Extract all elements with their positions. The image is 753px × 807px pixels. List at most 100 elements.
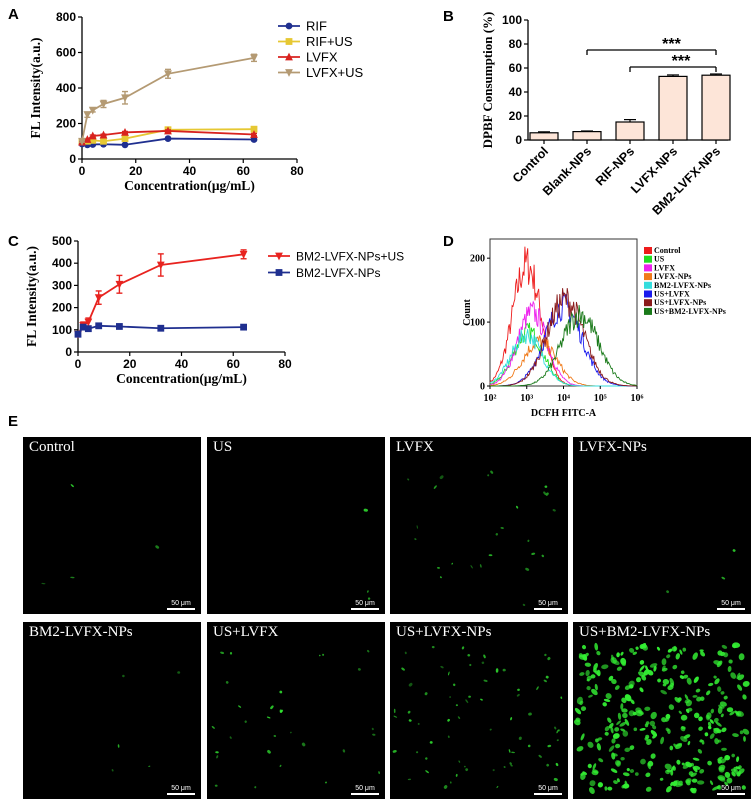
- fluorescent-cell: [699, 649, 704, 652]
- fluorescent-cell: [614, 685, 620, 690]
- fluorescent-cell: [728, 659, 733, 664]
- fluorescent-cell: [244, 720, 247, 723]
- fluorescent-cell: [717, 786, 722, 790]
- scale-bar-label: 50 μm: [721, 600, 741, 607]
- fluorescent-cell: [584, 662, 592, 667]
- fluorescent-cell: [594, 683, 598, 691]
- fluorescent-cell: [592, 769, 599, 774]
- data-point: [94, 294, 103, 303]
- fluorescent-cell: [612, 753, 618, 757]
- fluorescent-cell: [267, 749, 271, 754]
- fluorescent-cell: [714, 738, 719, 745]
- fluorescent-cell: [742, 680, 750, 687]
- data-point: [250, 130, 258, 138]
- fluorescent-cell: [424, 692, 428, 696]
- x-tick-label: 10⁵: [594, 393, 607, 404]
- fluorescent-cell: [229, 736, 232, 739]
- fluorescent-cell: [621, 708, 628, 713]
- fluorescent-cell: [177, 671, 181, 674]
- bar: [529, 132, 559, 141]
- fluorescent-cell: [587, 741, 594, 748]
- fluorescent-cell: [425, 770, 429, 774]
- fluorescent-cell: [447, 718, 450, 722]
- fluorescent-cell: [605, 693, 612, 700]
- fluorescent-cell: [735, 766, 741, 770]
- fluorescent-cell: [483, 654, 486, 659]
- fluorescent-cell: [495, 533, 499, 536]
- micrograph-label: LVFX-NPs: [579, 439, 647, 455]
- fluorescent-cell: [122, 674, 125, 678]
- data-point: [164, 135, 172, 142]
- fluorescent-cell: [639, 665, 645, 672]
- fluorescent-cell: [254, 786, 257, 789]
- fluorescent-cell: [452, 683, 456, 687]
- fluorescent-cell: [588, 787, 595, 794]
- scale-bar-line: [167, 608, 195, 610]
- bar: [615, 121, 645, 141]
- fluorescent-cell: [467, 654, 471, 657]
- fluorescence-signal: [111, 671, 181, 772]
- fluorescent-cell: [214, 784, 218, 787]
- histogram-control: [489, 246, 637, 387]
- fluorescent-cell: [724, 781, 729, 786]
- fluorescent-cell: [668, 704, 675, 710]
- fluorescent-cell: [661, 658, 667, 666]
- x-axis-label: Concentration(μg/mL): [116, 371, 247, 386]
- fluorescent-cell: [547, 744, 552, 748]
- scale-bar-line: [717, 608, 745, 610]
- fluorescent-cell: [366, 649, 370, 653]
- fluorescent-cell: [560, 696, 563, 699]
- fluorescent-cell: [739, 730, 744, 735]
- significance-label: ***: [672, 53, 691, 70]
- fluorescent-cell: [701, 739, 705, 745]
- fluorescent-cell: [510, 717, 513, 721]
- fluorescent-cell: [588, 694, 593, 698]
- fluorescent-cell: [407, 710, 411, 714]
- legend-item: US+LVFX-NPs: [644, 298, 706, 307]
- data-point: [250, 125, 258, 133]
- fluorescent-cell: [674, 697, 681, 703]
- fluorescent-cell: [363, 508, 368, 512]
- fluorescence-signal: [574, 642, 750, 794]
- y-tick-label: 400: [52, 256, 72, 270]
- y-tick-label: 300: [52, 278, 72, 292]
- fluorescent-cell: [220, 651, 225, 654]
- data-point: [239, 250, 248, 259]
- series-lvfx-us: [78, 53, 258, 146]
- fluorescent-cell: [270, 705, 274, 710]
- legend-swatch: [644, 299, 652, 307]
- fluorescent-cell: [624, 718, 630, 726]
- micrograph-bm2-lvfx-nps: BM2-LVFX-NPs 50 μm: [23, 622, 201, 799]
- fluorescent-cell: [706, 712, 712, 720]
- fluorescent-cell: [693, 712, 700, 719]
- fluorescence-signal: [363, 508, 371, 600]
- histogram-bm2-lvfx-nps: [489, 329, 637, 387]
- x-tick-label: 60: [237, 164, 251, 178]
- scale-bar-label: 50 μm: [538, 785, 558, 792]
- fluorescent-cell: [732, 549, 736, 552]
- fluorescent-cell: [667, 684, 674, 691]
- fluorescent-cell: [692, 695, 698, 698]
- fluorescent-cell: [597, 737, 603, 741]
- fluorescent-cell: [741, 785, 746, 790]
- data-point: [89, 136, 97, 144]
- fluorescent-cell: [216, 755, 219, 759]
- scale-bar-label: 50 μm: [355, 600, 375, 607]
- micrograph-label: LVFX: [396, 439, 434, 455]
- fluorescent-cell: [707, 760, 712, 766]
- fluorescent-cell: [502, 668, 506, 672]
- fluorescent-cell: [732, 733, 739, 738]
- x-tick-label: RIF-NPs: [593, 144, 637, 188]
- fluorescent-cell: [732, 642, 741, 649]
- fluorescent-cell: [697, 748, 703, 754]
- fluorescent-cell: [586, 686, 591, 691]
- fluorescent-cell: [536, 686, 539, 691]
- fluorescent-cell: [647, 760, 654, 767]
- fluorescent-cell: [669, 745, 674, 751]
- fluorescent-cell: [715, 721, 722, 727]
- fluorescent-cell: [602, 702, 607, 707]
- fluorescent-cell: [111, 769, 114, 772]
- fluorescent-cell: [582, 771, 587, 775]
- scale-bar-label: 50 μm: [721, 785, 741, 792]
